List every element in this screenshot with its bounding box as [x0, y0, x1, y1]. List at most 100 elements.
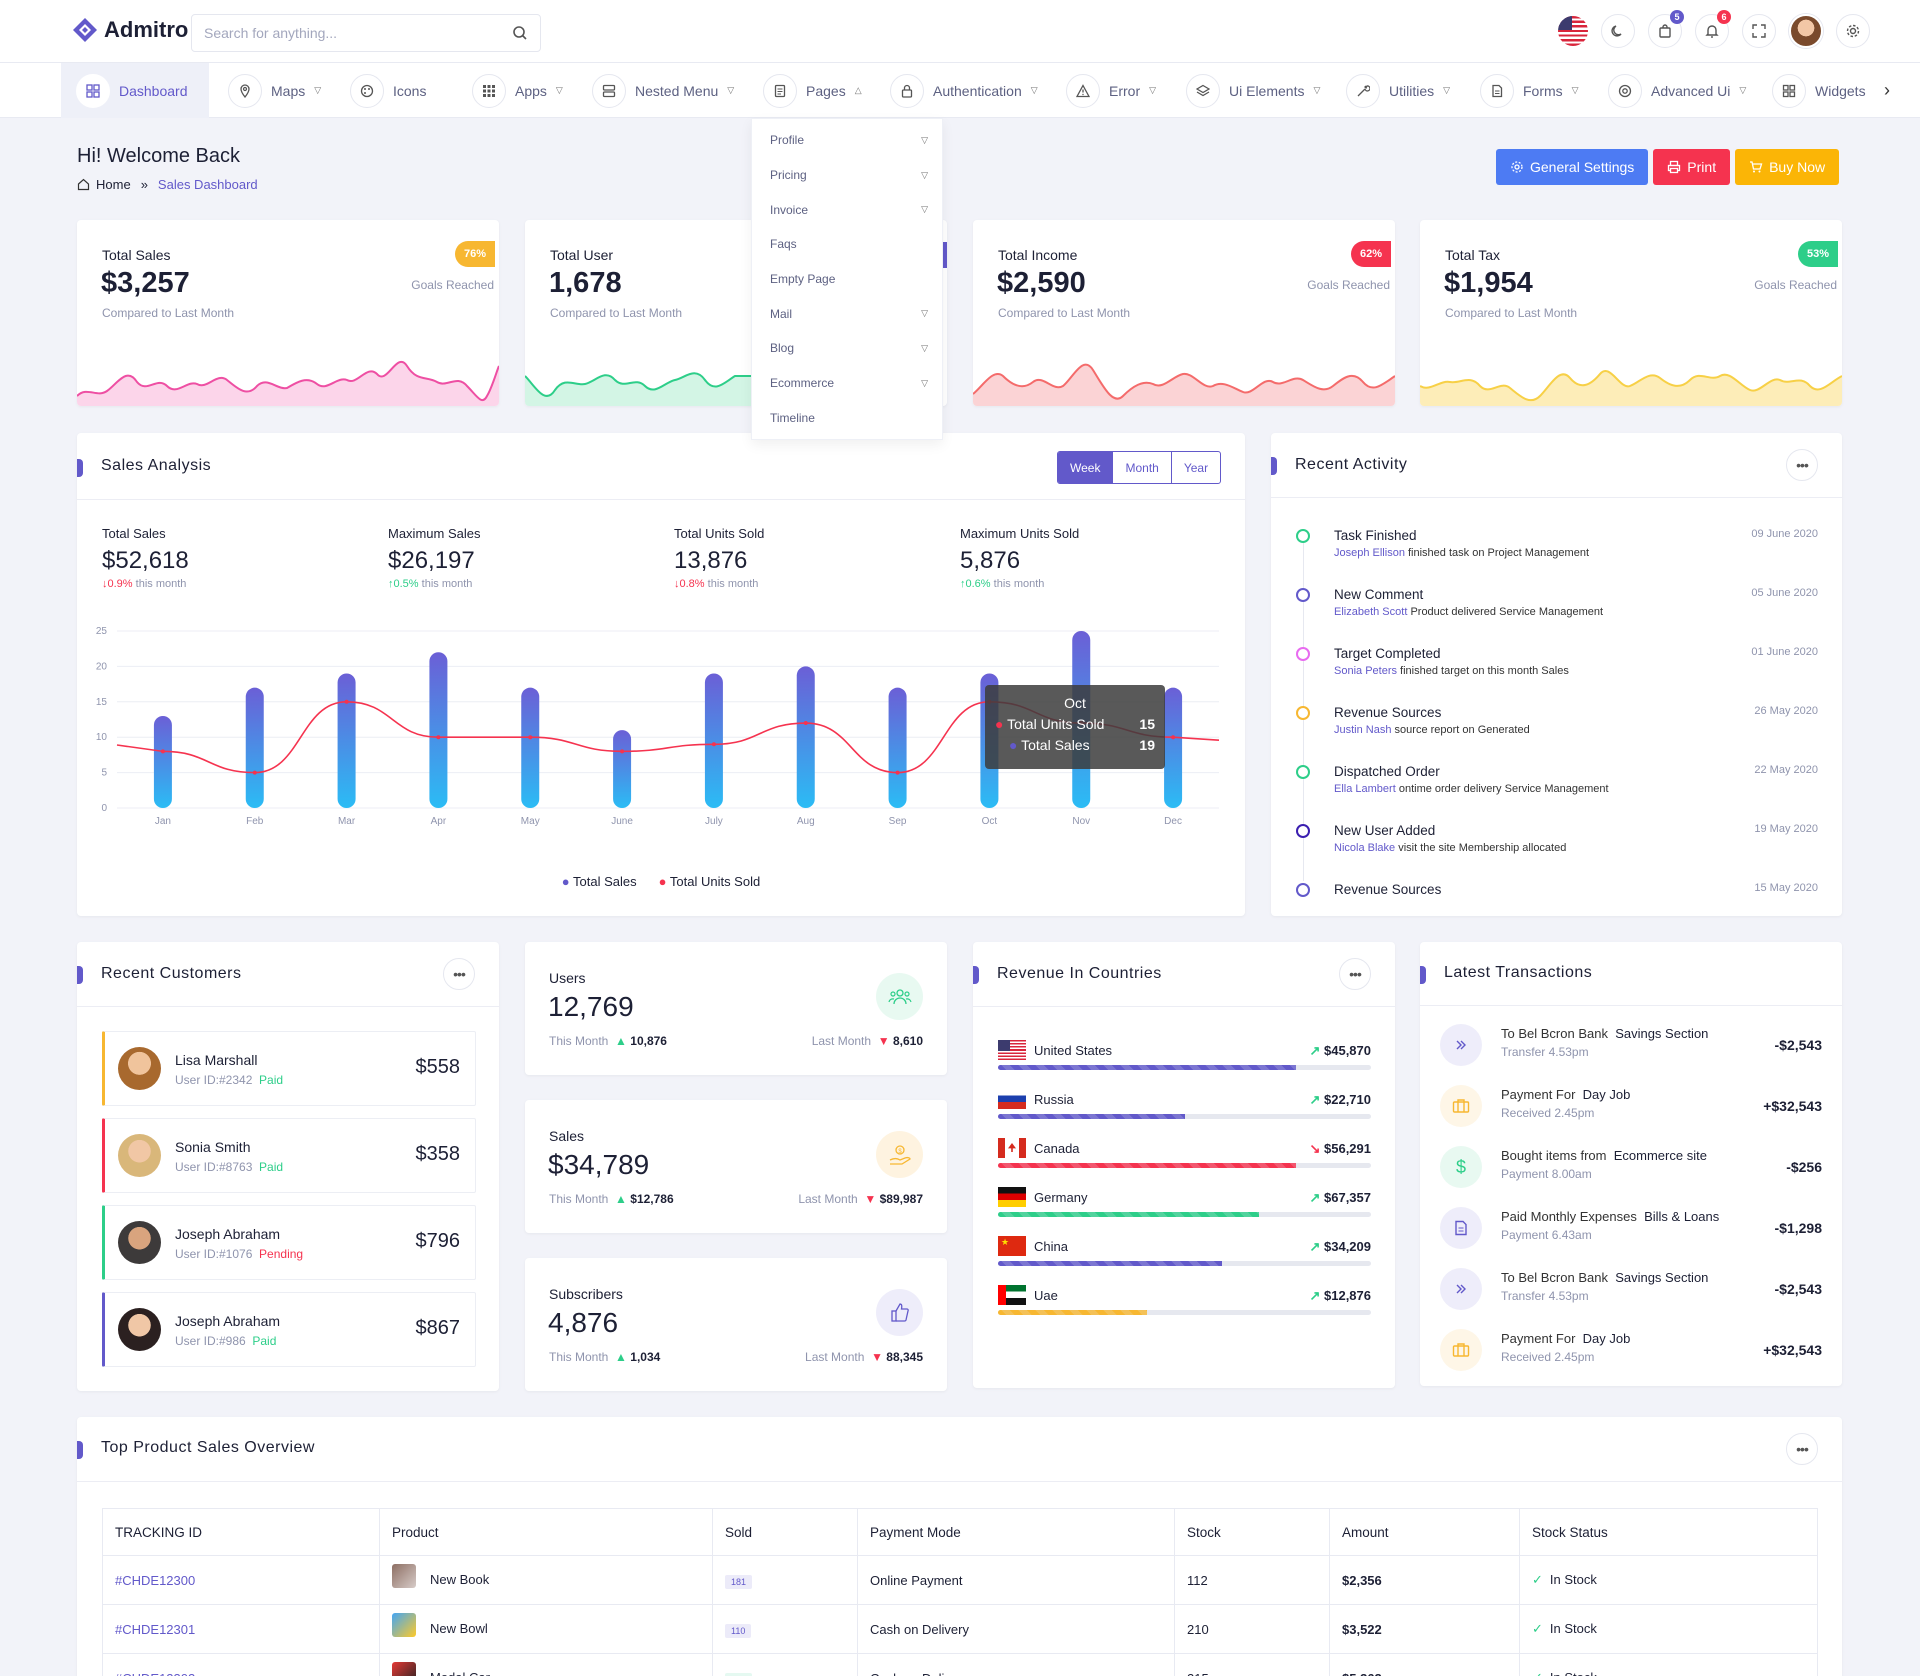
nav-dashboard[interactable]: Dashboard — [61, 63, 209, 118]
cart-button[interactable]: 5 — [1648, 10, 1684, 48]
app-logo[interactable]: Admitro — [72, 17, 188, 43]
column-header[interactable]: TRACKING ID — [102, 1508, 380, 1556]
nav-error[interactable]: Error ▽ — [1066, 63, 1156, 118]
table-row[interactable]: #CHDE12301 New Bowl 110 Cash on Delivery… — [102, 1604, 1818, 1654]
settings-button[interactable] — [1836, 14, 1870, 48]
nav-icons[interactable]: Icons — [350, 63, 426, 118]
customer-item[interactable]: Joseph Abraham User ID:#986 Paid $867 — [102, 1292, 476, 1367]
dropdown-item-ecommerce[interactable]: Ecommerce ▽ — [770, 376, 928, 391]
period-month-button[interactable]: Month — [1112, 452, 1170, 483]
column-header[interactable]: Stock — [1174, 1508, 1330, 1556]
nav-widgets[interactable]: Widgets — [1772, 63, 1872, 118]
dropdown-item-profile[interactable]: Profile ▽ — [770, 133, 928, 148]
nav-ui-elements[interactable]: Ui Elements ▽ — [1186, 63, 1320, 118]
user-avatar[interactable] — [1789, 14, 1823, 48]
point-total-units-sold[interactable] — [803, 721, 808, 726]
notifications-button[interactable]: 6 — [1695, 10, 1731, 48]
dropdown-item-empty-page[interactable]: Empty Page — [770, 272, 836, 287]
dark-mode-toggle[interactable] — [1601, 14, 1635, 48]
dropdown-item-faqs[interactable]: Faqs — [770, 237, 797, 252]
chevron-down-icon: ▽ — [1313, 85, 1321, 95]
nav-authentication[interactable]: Authentication ▽ — [890, 63, 1038, 118]
point-total-units-sold[interactable] — [620, 749, 625, 754]
nav-forms[interactable]: Forms ▽ — [1480, 63, 1579, 118]
period-week-button[interactable]: Week — [1058, 452, 1113, 483]
trend-icon: ↗ — [1309, 1092, 1321, 1107]
stat-value: 1,678 — [549, 267, 622, 299]
legend-item-total-sales[interactable]: ● Total Sales — [561, 874, 637, 889]
menu-scroll-right-button[interactable]: › — [1884, 80, 1890, 100]
point-total-units-sold[interactable] — [252, 770, 257, 775]
divider — [1271, 497, 1842, 498]
nav-maps[interactable]: Maps ▽ — [228, 63, 321, 118]
point-total-units-sold[interactable] — [1171, 735, 1176, 740]
activity-user-link[interactable]: Sonia Peters — [1334, 665, 1397, 677]
print-button[interactable]: Print — [1653, 149, 1731, 185]
nav-nested-menu[interactable]: Nested Menu ▽ — [592, 63, 734, 118]
customer-item[interactable]: Joseph Abraham User ID:#1076 Pending $79… — [102, 1205, 476, 1280]
bar-total-sales[interactable] — [613, 730, 632, 808]
fullscreen-button[interactable] — [1742, 14, 1776, 48]
tracking-id[interactable]: #CHDE12301 — [102, 1604, 380, 1654]
trend-icon: ↘ — [1309, 1141, 1321, 1156]
activity-user-link[interactable]: Elizabeth Scott — [1334, 606, 1408, 618]
search-icon[interactable] — [512, 25, 528, 41]
nav-pages[interactable]: Pages △ — [763, 63, 862, 118]
point-total-units-sold[interactable] — [711, 742, 716, 747]
tracking-id[interactable]: #CHDE12302 — [102, 1653, 380, 1676]
column-header[interactable]: Payment Mode — [857, 1508, 1175, 1556]
point-total-units-sold[interactable] — [528, 735, 533, 740]
activity-user-link[interactable]: Justin Nash — [1334, 724, 1392, 736]
dropdown-item-pricing[interactable]: Pricing ▽ — [770, 168, 928, 183]
dropdown-item-blog[interactable]: Blog ▽ — [770, 341, 928, 356]
column-header[interactable]: Sold — [712, 1508, 858, 1556]
more-options-button[interactable]: ••• — [443, 958, 475, 990]
activity-desc: Sonia Peters finished target on this mon… — [1334, 665, 1569, 677]
customer-item[interactable]: Lisa Marshall User ID:#2342 Paid $558 — [102, 1031, 476, 1106]
chevron-up-icon: △ — [854, 85, 862, 95]
dropdown-item-invoice[interactable]: Invoice ▽ — [770, 202, 928, 217]
dropdown-item-mail[interactable]: Mail ▽ — [770, 306, 928, 321]
tooltip-title: Oct — [1064, 695, 1086, 711]
activity-user-link[interactable]: Nicola Blake — [1334, 842, 1396, 854]
more-options-button[interactable]: ••• — [1786, 1433, 1818, 1465]
bar-total-sales[interactable] — [1164, 687, 1183, 808]
general-settings-button[interactable]: General Settings — [1496, 149, 1649, 185]
table-row[interactable]: #CHDE12300 New Book 181 Online Payment 1… — [102, 1555, 1818, 1605]
activity-user-link[interactable]: Ella Lambert — [1334, 783, 1396, 795]
bar-total-sales[interactable] — [337, 673, 356, 808]
legend-item-total-units-sold[interactable]: ● Total Units Sold — [658, 874, 761, 889]
nav-utilities[interactable]: Utilities ▽ — [1346, 63, 1450, 118]
column-header[interactable]: Amount — [1329, 1508, 1520, 1556]
more-options-button[interactable]: ••• — [1786, 449, 1818, 481]
chevron-down-icon: ▽ — [921, 134, 928, 145]
point-total-units-sold[interactable] — [436, 735, 441, 740]
language-flag-icon[interactable] — [1558, 16, 1588, 46]
bar-total-sales[interactable] — [888, 687, 907, 808]
more-options-button[interactable]: ••• — [1339, 958, 1371, 990]
nav-apps[interactable]: Apps ▽ — [472, 63, 563, 118]
nav-advanced-ui[interactable]: Advanced Ui ▽ — [1608, 63, 1746, 118]
point-total-units-sold[interactable] — [895, 770, 900, 775]
point-total-units-sold[interactable] — [344, 699, 349, 704]
trend-icon: ↗ — [1309, 1239, 1321, 1254]
bar-total-sales[interactable] — [796, 666, 815, 808]
bar-total-sales[interactable] — [245, 687, 264, 808]
bar-total-sales[interactable] — [429, 652, 448, 808]
bar-total-sales[interactable] — [153, 715, 172, 808]
column-header[interactable]: Product — [379, 1508, 713, 1556]
breadcrumb-home[interactable]: Home — [96, 177, 131, 192]
customer-item[interactable]: Sonia Smith User ID:#8763 Paid $358 — [102, 1118, 476, 1193]
point-total-units-sold[interactable] — [160, 749, 165, 754]
bar-total-sales[interactable] — [521, 687, 540, 808]
dropdown-item-timeline[interactable]: Timeline — [770, 410, 815, 425]
search-input[interactable]: Search for anything... — [191, 14, 541, 52]
table-row[interactable]: #CHDE12302 Modal Car 153 Cash on Deliver… — [102, 1653, 1818, 1676]
activity-date: 22 May 2020 — [1754, 764, 1818, 776]
buy-now-button[interactable]: Buy Now — [1735, 149, 1840, 185]
bar-total-sales[interactable] — [704, 673, 723, 808]
column-header[interactable]: Stock Status — [1519, 1508, 1818, 1556]
tracking-id[interactable]: #CHDE12300 — [102, 1555, 380, 1605]
period-year-button[interactable]: Year — [1170, 452, 1220, 483]
activity-user-link[interactable]: Joseph Ellison — [1334, 547, 1405, 559]
